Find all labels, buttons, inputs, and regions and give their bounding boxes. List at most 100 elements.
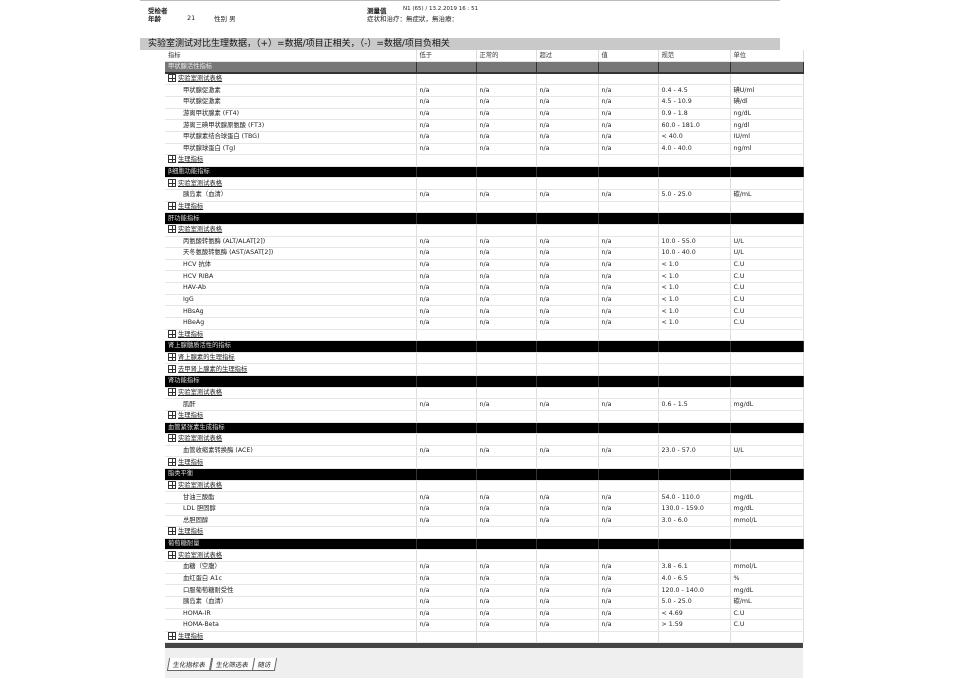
group-row[interactable]: 生理指标 — [165, 154, 804, 167]
group-row[interactable]: 生理指标 — [165, 526, 804, 539]
value-cell: n/a — [598, 84, 659, 97]
group-link[interactable]: 生理指标 — [178, 458, 204, 466]
group-row[interactable]: 实验室测试表格 — [165, 433, 804, 446]
group-row[interactable]: 实验室测试表格 — [165, 73, 804, 86]
empty-cell — [658, 61, 731, 75]
group-link[interactable]: 实验室测试表格 — [178, 388, 223, 396]
unit-cell: 碳/mL — [730, 189, 804, 202]
expand-plus-icon[interactable] — [168, 550, 176, 559]
group-toggle[interactable]: 实验室测试表格 — [165, 224, 417, 237]
tab-biochem-screen[interactable]: 生化筛选表 — [209, 658, 255, 671]
expand-plus-icon[interactable] — [168, 480, 176, 489]
group-link[interactable]: 实验室测试表格 — [178, 481, 223, 489]
expand-plus-icon[interactable] — [168, 527, 176, 536]
group-link[interactable]: 生理指标 — [178, 202, 204, 210]
expand-plus-icon[interactable] — [168, 434, 176, 443]
group-toggle[interactable]: 实验室测试表格 — [165, 549, 417, 562]
value-cell: n/a — [416, 236, 477, 249]
empty-cell — [730, 363, 804, 376]
table-row: IgG n/a n/a n/a n/a < 1.0 C.U — [165, 294, 804, 307]
group-row[interactable]: 生理指标 — [165, 329, 804, 342]
expand-plus-icon[interactable] — [168, 329, 176, 338]
group-toggle[interactable]: 实验室测试表格 — [165, 73, 417, 86]
group-row[interactable]: 生理指标 — [165, 456, 804, 469]
empty-cell — [730, 387, 804, 400]
tab-biochem-index[interactable]: 生化指标表 — [166, 658, 212, 671]
empty-cell — [416, 422, 477, 435]
expand-plus-icon[interactable] — [168, 225, 176, 234]
expand-plus-icon[interactable] — [168, 411, 176, 420]
value-cell: n/a — [476, 503, 537, 516]
group-row[interactable]: 实验室测试表格 — [165, 480, 804, 493]
expand-plus-icon[interactable] — [168, 632, 176, 641]
test-name: 肌酐 — [165, 398, 417, 411]
group-row[interactable]: 实验室测试表格 — [165, 177, 804, 190]
group-row[interactable]: 生理指标 — [165, 410, 804, 423]
group-toggle[interactable]: 实验室测试表格 — [165, 480, 417, 493]
group-link[interactable]: 实验室测试表格 — [178, 551, 223, 559]
expand-plus-icon[interactable] — [168, 74, 176, 83]
group-toggle[interactable]: 生理指标 — [165, 410, 417, 423]
test-name: 血糖（空腹） — [165, 561, 417, 574]
group-link[interactable]: 生理指标 — [178, 633, 204, 641]
table-end-bar — [165, 643, 803, 648]
reference-range: < 1.0 — [658, 305, 731, 318]
group-row[interactable]: 肾上腺素的生理指标 — [165, 352, 804, 365]
group-row[interactable]: 生理指标 — [165, 201, 804, 214]
group-row[interactable]: 生理指标 — [165, 631, 804, 644]
group-toggle[interactable]: 生理指标 — [165, 526, 417, 539]
group-toggle[interactable]: 生理指标 — [165, 456, 417, 469]
reference-range: < 1.0 — [658, 282, 731, 295]
empty-cell — [598, 154, 659, 167]
expand-plus-icon[interactable] — [168, 353, 176, 362]
tab-followup[interactable]: 随访 — [251, 658, 278, 671]
group-toggle[interactable]: 去甲肾上腺素的生理指标 — [165, 363, 417, 376]
expand-plus-icon[interactable] — [168, 457, 176, 466]
test-name: HBeAg — [165, 317, 417, 330]
expand-plus-icon[interactable] — [168, 155, 176, 164]
expand-plus-icon[interactable] — [168, 387, 176, 396]
group-toggle[interactable]: 肾上腺素的生理指标 — [165, 352, 417, 365]
value-cell: n/a — [598, 445, 659, 458]
group-toggle[interactable]: 生理指标 — [165, 329, 417, 342]
group-link[interactable]: 生理指标 — [178, 412, 204, 420]
group-link[interactable]: 生理指标 — [178, 528, 204, 536]
reference-range: > 1.59 — [658, 619, 731, 632]
unit-cell: C.U — [730, 259, 804, 272]
group-link[interactable]: 去甲肾上腺素的生理指标 — [178, 365, 248, 373]
unit-cell: C.U — [730, 282, 804, 295]
group-row[interactable]: 实验室测试表格 — [165, 387, 804, 400]
group-link[interactable]: 实验室测试表格 — [178, 435, 223, 443]
test-name: 胰岛素（血清） — [165, 189, 417, 202]
group-link[interactable]: 生理指标 — [178, 330, 204, 338]
group-link[interactable]: 实验室测试表格 — [178, 226, 223, 234]
group-link[interactable]: 实验室测试表格 — [178, 179, 223, 187]
group-toggle[interactable]: 实验室测试表格 — [165, 433, 417, 446]
value-cell: n/a — [536, 282, 599, 295]
group-toggle[interactable]: 实验室测试表格 — [165, 177, 417, 190]
unit-cell: U/L — [730, 236, 804, 249]
group-link[interactable]: 肾上腺素的生理指标 — [178, 354, 235, 362]
value-cell: n/a — [598, 398, 659, 411]
group-toggle[interactable]: 生理指标 — [165, 154, 417, 167]
section-title: 葡萄糖耐量 — [165, 538, 417, 551]
group-link[interactable]: 实验室测试表格 — [178, 75, 223, 83]
value-cell: n/a — [598, 270, 659, 283]
expand-plus-icon[interactable] — [168, 178, 176, 187]
value-cell: n/a — [416, 491, 477, 504]
group-row[interactable]: 实验室测试表格 — [165, 549, 804, 562]
group-toggle[interactable]: 生理指标 — [165, 201, 417, 214]
test-name: HBsAg — [165, 305, 417, 318]
empty-cell — [730, 177, 804, 190]
section-header-row: 血管紧张素生成指标 — [165, 422, 804, 435]
group-toggle[interactable]: 生理指标 — [165, 631, 417, 644]
expand-plus-icon[interactable] — [168, 364, 176, 373]
group-link[interactable]: 生理指标 — [178, 156, 204, 164]
table-row: 游离三碘甲状腺原氨酸 (FT3) n/a n/a n/a n/a 60.0 - 181.0… — [165, 119, 804, 132]
group-row[interactable]: 实验室测试表格 — [165, 224, 804, 237]
value-cell: n/a — [536, 84, 599, 97]
group-toggle[interactable]: 实验室测试表格 — [165, 387, 417, 400]
expand-plus-icon[interactable] — [168, 201, 176, 210]
group-row[interactable]: 去甲肾上腺素的生理指标 — [165, 363, 804, 376]
empty-cell — [476, 456, 537, 469]
